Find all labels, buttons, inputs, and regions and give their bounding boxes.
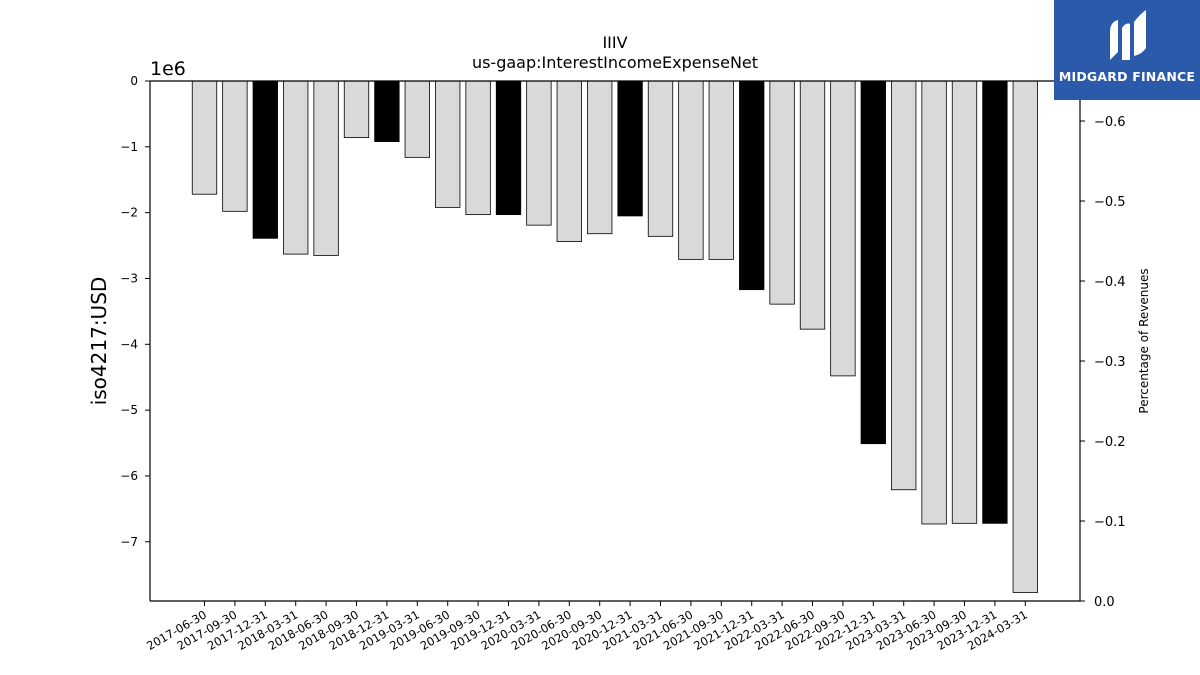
bar-2020-03-31 (526, 80, 552, 226)
brand-logo: MIDGARD FINANCE (1054, 0, 1200, 100)
bar-2020-06-30 (556, 80, 582, 243)
logo-text: MIDGARD FINANCE (1058, 69, 1196, 84)
y2-tick-label: −0.3 (1094, 355, 1126, 370)
bar-2019-12-31 (495, 80, 522, 216)
bar-2022-06-30 (799, 80, 826, 330)
bar-2020-09-30 (587, 80, 613, 235)
chart-title: IIIV (602, 33, 627, 52)
bar-2017-12-31 (252, 80, 278, 239)
bar-2022-12-31 (860, 80, 886, 445)
bar-2022-09-30 (830, 80, 856, 377)
bar-2023-06-30 (921, 80, 947, 525)
y2-tick-label: −0.4 (1094, 275, 1126, 290)
bar-2024-03-31 (1012, 80, 1038, 593)
bar-2021-09-30 (708, 80, 734, 260)
y2-tick-label: −0.5 (1094, 195, 1126, 210)
bar-2018-03-31 (283, 80, 309, 255)
y-tick-label: −7 (120, 535, 138, 549)
y-tick-label: −3 (120, 271, 138, 285)
y-tick-label: −1 (120, 140, 138, 154)
bar-2018-09-30 (343, 80, 370, 139)
bar-2020-12-31 (617, 80, 643, 217)
y-axis-label: iso4217:USD (87, 277, 111, 406)
bar-2021-03-31 (647, 80, 674, 237)
y2-tick-label: −0.2 (1094, 435, 1126, 450)
bar-2019-06-30 (435, 80, 461, 208)
y-axis-multiplier: 1e6 (150, 58, 186, 80)
bar-2023-03-31 (891, 80, 917, 491)
y-tick-label: −6 (120, 469, 138, 483)
bar-2022-03-31 (769, 80, 795, 305)
y-tick-label: −5 (120, 403, 138, 417)
y2-tick-label: −0.1 (1094, 515, 1126, 530)
bar-2021-12-31 (739, 80, 765, 291)
bar-2018-06-30 (313, 80, 339, 256)
bar-2023-12-31 (982, 80, 1008, 524)
chart-subtitle: us-gaap:InterestIncomeExpenseNet (472, 53, 758, 72)
bar-2017-06-30 (191, 80, 218, 195)
bar-2023-09-30 (951, 80, 978, 524)
y-tick-label: −4 (120, 337, 138, 351)
bar-2017-09-30 (222, 80, 248, 212)
y-tick-label: 0 (130, 74, 138, 88)
bar-2019-09-30 (465, 80, 491, 216)
bar-2021-06-30 (678, 80, 704, 260)
logo-mark-icon (1110, 10, 1146, 60)
y2-tick-label: 0.0 (1094, 595, 1115, 610)
y-tick-label: −2 (120, 206, 138, 220)
bars-group (191, 80, 1038, 593)
bar-2019-03-31 (404, 80, 430, 158)
bar-2018-12-31 (374, 80, 400, 142)
y2-tick-label: −0.6 (1094, 115, 1126, 130)
y2-axis-label: Percentage of Revenues (1137, 268, 1151, 413)
